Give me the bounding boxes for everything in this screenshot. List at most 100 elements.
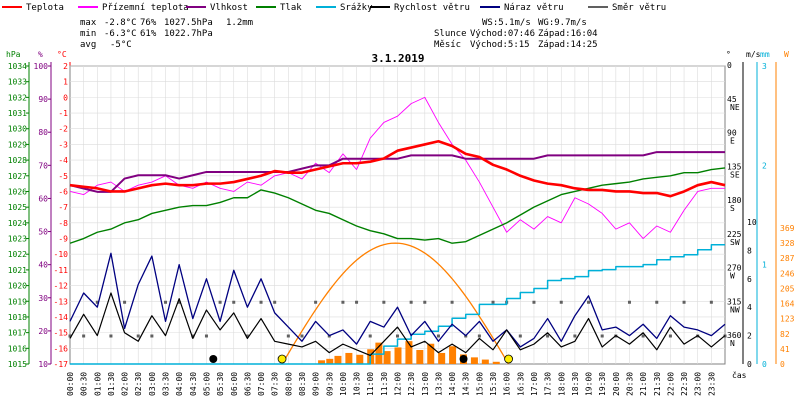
sun-label: Slunce: [434, 29, 467, 39]
radiation-bar-11: [427, 343, 435, 364]
legend-item-teplota: Teplota: [2, 3, 64, 13]
x-tick-44: 22:00: [666, 372, 675, 396]
x-tick-30: 15:00: [475, 372, 484, 396]
legend-label-vlhkost: Vlhkost: [210, 3, 248, 13]
hpa-tick-0: 1015: [8, 360, 27, 369]
hpa-tick-3: 1018: [8, 313, 27, 322]
pct-tick-7: 80: [38, 128, 48, 137]
winddir-point-42: [641, 334, 645, 338]
deg-tick-3: 225: [727, 230, 742, 239]
winddir-point-38: [587, 300, 591, 304]
deg-dir-7: NE: [730, 103, 740, 112]
winddir-point-15: [273, 300, 277, 304]
pct-tick-1: 20: [38, 327, 48, 336]
moonrise-marker: [209, 355, 218, 363]
hpa-tick-13: 1028: [8, 156, 27, 165]
hpa-tick-7: 1022: [8, 250, 27, 259]
mm-tick-1: 1: [762, 261, 767, 270]
hpa-tick-17: 1032: [8, 93, 27, 102]
x-tick-32: 16:00: [503, 372, 512, 396]
plot-area: [68, 65, 727, 365]
mm-tick-2: 2: [762, 161, 767, 170]
degc-tick-15: -2: [58, 125, 68, 134]
mm-unit-label: mm: [760, 50, 770, 59]
hpa-tick-2: 1017: [8, 329, 27, 338]
winddir-point-37: [573, 334, 577, 338]
ms-tick-2: 4: [747, 303, 752, 312]
x-tick-2: 01:00: [93, 372, 102, 396]
x-tick-25: 12:30: [407, 372, 416, 396]
winddir-point-44: [668, 334, 672, 338]
degc-tick-19: 2: [63, 62, 68, 71]
w-tick-9: 369: [780, 224, 795, 233]
x-tick-12: 06:00: [230, 372, 239, 396]
deg-tick-1: 315: [727, 297, 742, 306]
sun-moon-block: WS:5.1m/s WG:9.7m/s Slunce Východ:07:46 …: [434, 18, 598, 50]
winddir-point-12: [232, 300, 236, 304]
radiation-bar-6: [375, 342, 383, 364]
winddir-point-2: [95, 300, 99, 304]
legend-label-naraz-vetru: Náraz větru: [504, 3, 564, 13]
x-tick-0: 00:00: [66, 372, 75, 396]
degc-tick-8: -9: [58, 235, 68, 244]
moon-set: Západ:14:25: [538, 40, 598, 50]
winddir-point-33: [518, 334, 522, 338]
x-tick-41: 20:30: [625, 372, 634, 396]
radiation-bar-2: [334, 355, 342, 364]
degc-tick-17: 0: [63, 93, 68, 102]
winddir-point-14: [259, 300, 263, 304]
radiation-bar-9: [405, 341, 413, 364]
x-tick-7: 03:30: [162, 372, 171, 396]
hpa-tick-10: 1025: [8, 203, 27, 212]
ms-tick-1: 2: [747, 332, 752, 341]
w-tick-6: 246: [780, 269, 795, 278]
x-tick-35: 17:30: [544, 372, 553, 396]
pct-unit-label: %: [38, 50, 43, 59]
winddir-point-31: [491, 300, 495, 304]
w-tick-2: 82: [780, 330, 790, 339]
winddir-point-41: [627, 300, 631, 304]
radiation-bar-7: [383, 351, 391, 364]
winddir-point-16: [286, 334, 290, 338]
winddir-point-18: [314, 300, 318, 304]
hpa-tick-9: 1024: [8, 219, 27, 228]
moon-rise: Východ:5:15: [470, 40, 530, 50]
x-tick-14: 07:00: [257, 372, 266, 396]
w-unit-label: W: [784, 50, 789, 59]
radiation-bar-13: [449, 346, 457, 364]
sunrise-marker: [277, 354, 287, 364]
legend-item-srazky: Srážky: [316, 3, 373, 13]
x-tick-3: 01:30: [107, 372, 116, 396]
x-tick-16: 08:00: [284, 372, 293, 396]
rain-line: [70, 244, 725, 365]
deg-unit-label: °: [726, 50, 731, 59]
winddir-point-34: [532, 300, 536, 304]
stat-max-rain: 1.2mm: [226, 18, 253, 28]
sunset-marker: [504, 354, 513, 364]
x-tick-29: 14:30: [462, 372, 471, 396]
radiation-bar-0: [318, 360, 326, 364]
winddir-point-27: [436, 334, 440, 338]
w-tick-7: 287: [780, 254, 795, 263]
winddir-point-28: [450, 300, 454, 304]
w-tick-8: 328: [780, 239, 795, 248]
x-tick-43: 21:30: [653, 372, 662, 396]
mm-tick-0: 0: [762, 360, 767, 369]
deg-dir-0: N: [730, 339, 735, 348]
legend-item-smer-vetru: Směr větru: [588, 3, 666, 13]
radiation-bar-12: [438, 352, 446, 364]
deg-dir-2: W: [730, 272, 735, 281]
degc-tick-1: -16: [54, 344, 69, 353]
moon-label: Měsíc: [434, 40, 461, 50]
x-tick-42: 21:00: [639, 372, 648, 396]
solar-curve: [281, 242, 510, 365]
x-axis-label: čas: [732, 370, 747, 380]
deg-dir-1: NW: [730, 305, 740, 314]
x-tick-4: 02:00: [121, 372, 130, 396]
winddir-point-35: [546, 334, 550, 338]
ms-tick-3: 6: [747, 275, 752, 284]
hpa-tick-15: 1030: [8, 125, 27, 134]
wind-gust-line: [69, 252, 726, 348]
pct-tick-2: 30: [38, 294, 48, 303]
legend-item-naraz-vetru: Náraz větru: [480, 3, 564, 13]
